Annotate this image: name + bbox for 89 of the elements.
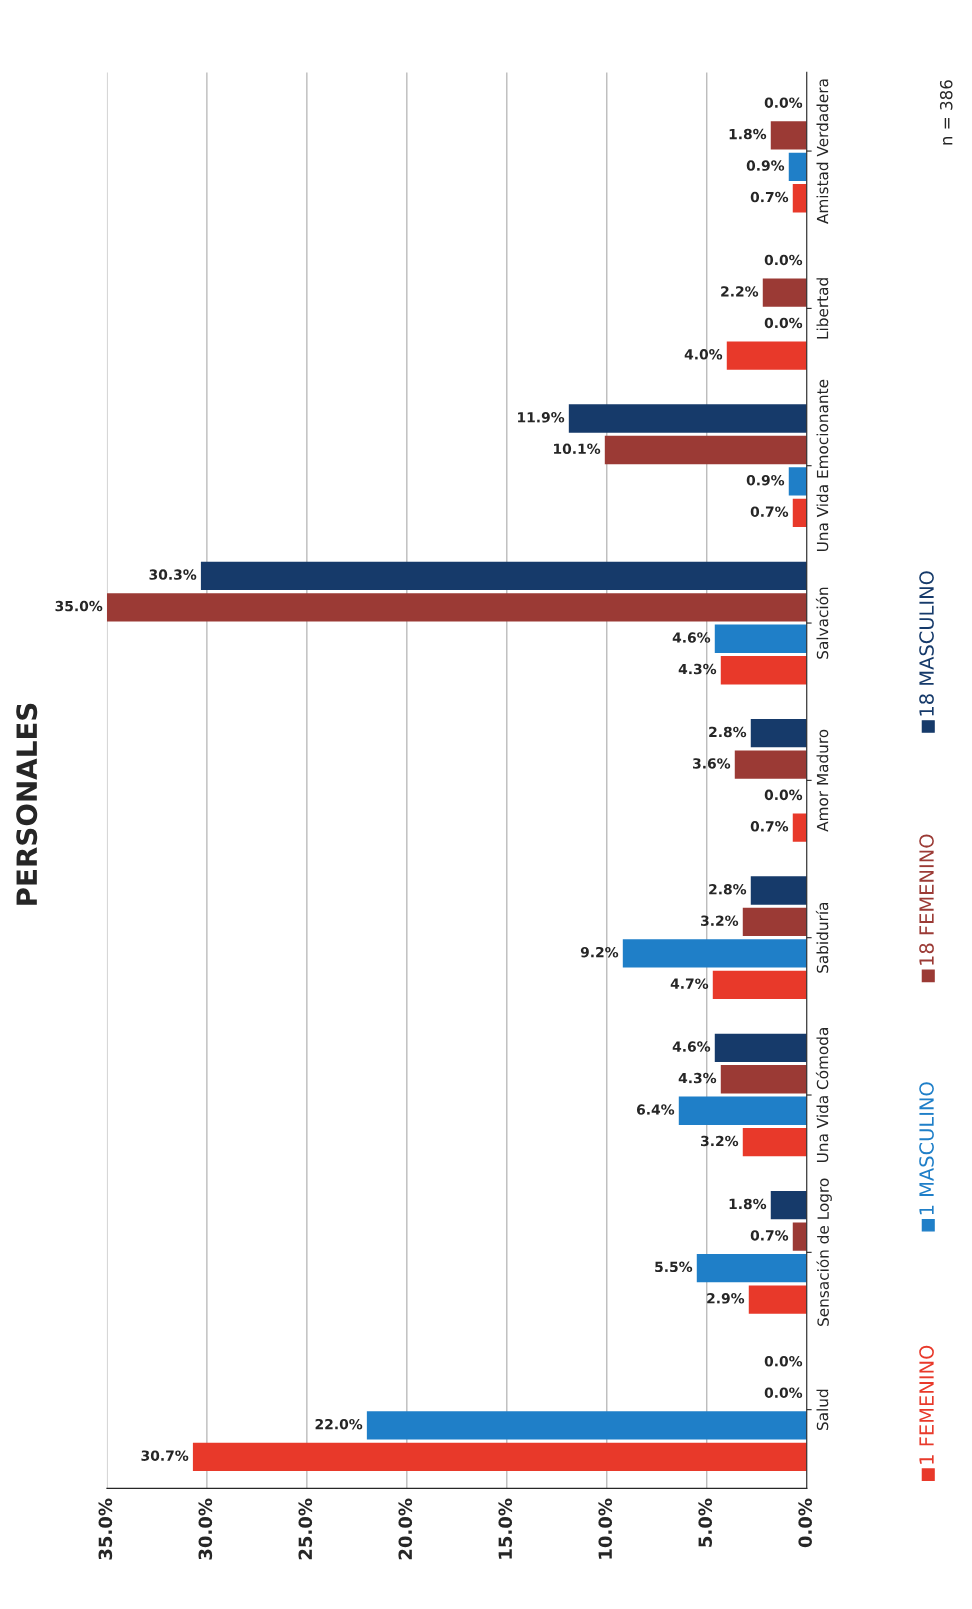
text: 2.8%	[709, 884, 747, 895]
y-tick-label: Una Vida Emocionante	[816, 379, 829, 552]
text: 11.9%	[518, 412, 565, 423]
bar	[366, 1411, 807, 1440]
x-tick-label: 20.0%	[398, 1498, 413, 1560]
text: 5.5%	[655, 1261, 693, 1273]
text: 2.2%	[721, 286, 759, 297]
text: 22.0%	[315, 1418, 363, 1430]
text: 2.8%	[709, 726, 747, 738]
text: 4.0%	[684, 349, 723, 360]
y-tick-label: Una Vida Cómoda	[815, 1028, 829, 1163]
bar	[696, 1253, 807, 1283]
text: 0.9%	[746, 474, 785, 486]
text: 1 MASCULINO	[919, 1082, 934, 1215]
bar	[734, 750, 807, 779]
text: 0.0%	[764, 789, 803, 801]
bar	[200, 561, 807, 590]
bar	[726, 341, 807, 370]
bar	[792, 498, 807, 528]
x-tick-label: 0.0%	[798, 1498, 812, 1548]
text: 0.9%	[746, 160, 785, 171]
x-tick-label: 10.0%	[598, 1498, 613, 1559]
text: 0.7%	[750, 191, 789, 203]
bar	[770, 121, 807, 150]
y-tick-label: Sabiduría	[815, 902, 829, 973]
bar	[788, 152, 807, 181]
bar	[712, 970, 807, 1000]
bar	[714, 624, 807, 653]
bar	[762, 278, 807, 307]
text: 4.3%	[678, 663, 717, 675]
y-tick-label: Amor Maduro	[816, 729, 829, 832]
text: 1 FEMENINO	[919, 1345, 934, 1464]
text: 18 MASCULINO	[919, 571, 934, 716]
text: 1.8%	[729, 1198, 767, 1210]
x-tick-label: 15.0%	[498, 1498, 513, 1559]
bar	[748, 1285, 807, 1314]
bar	[678, 1096, 807, 1125]
text: 0.0%	[764, 1355, 803, 1367]
text: PERSONALES	[16, 703, 38, 905]
text: 0.0%	[764, 1387, 803, 1398]
bar	[720, 656, 807, 685]
text: 3.2%	[701, 1135, 739, 1147]
bar	[192, 1442, 807, 1472]
y-tick-label: Amistad Verdadera	[816, 79, 829, 224]
text: 30.7%	[141, 1450, 189, 1461]
bar	[792, 1222, 807, 1251]
y-tick-label: Salvación	[815, 587, 829, 659]
bar	[604, 435, 807, 465]
bar	[622, 939, 807, 968]
bar	[720, 1065, 807, 1094]
bar	[714, 1033, 807, 1062]
text: 9.2%	[580, 946, 619, 958]
bar	[750, 719, 807, 748]
bar	[792, 184, 807, 213]
text: 35.0%	[55, 600, 103, 612]
bar	[788, 467, 807, 496]
bar	[750, 876, 807, 905]
text: 3.6%	[693, 758, 731, 769]
text: 4.6%	[672, 632, 711, 643]
text: 1.8%	[729, 128, 767, 140]
text: 0.0%	[764, 317, 803, 329]
bar	[742, 1128, 807, 1157]
text: 0.0%	[764, 254, 803, 266]
bar	[568, 404, 807, 433]
y-tick-label: Salud	[816, 1389, 829, 1430]
text: 4.7%	[670, 978, 709, 989]
bar	[742, 907, 807, 937]
text: 0.7%	[750, 821, 789, 832]
text: 4.6%	[672, 1041, 711, 1052]
text: 0.7%	[750, 1230, 789, 1241]
y-tick-label: Sensación de Logro	[816, 1178, 832, 1326]
x-tick-label: 30.0%	[198, 1498, 213, 1560]
text: 30.3%	[149, 569, 197, 580]
x-tick-label: 25.0%	[298, 1498, 313, 1560]
text: 4.3%	[678, 1072, 717, 1084]
text: 6.4%	[636, 1104, 675, 1115]
text: n = 386	[939, 80, 953, 145]
text: 2.9%	[707, 1293, 745, 1304]
text: 10.1%	[554, 443, 601, 455]
text: 0.7%	[750, 506, 789, 517]
y-tick-label: Libertad	[816, 278, 829, 339]
text: 18 FEMENINO	[919, 834, 934, 965]
text: 3.2%	[701, 915, 739, 926]
text: 0.0%	[764, 97, 803, 108]
x-tick-label: 35.0%	[98, 1498, 113, 1560]
bar	[106, 593, 807, 622]
bar	[770, 1190, 807, 1220]
x-tick-label: 5.0%	[698, 1498, 713, 1547]
bar	[792, 813, 807, 842]
